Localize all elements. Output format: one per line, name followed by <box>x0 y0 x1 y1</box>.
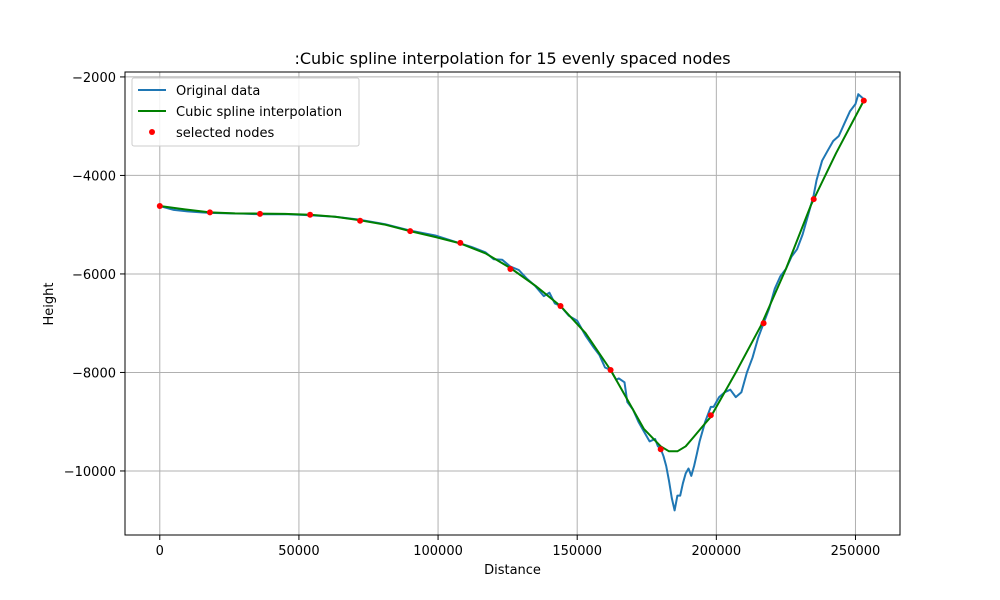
plot-frame <box>124 71 901 536</box>
y-tick-label: −2000 <box>72 71 116 86</box>
legend-label-original-data: Original data <box>176 84 260 99</box>
node-point <box>156 203 163 209</box>
x-tick-label: 250000 <box>831 544 881 559</box>
plot-area <box>124 71 901 536</box>
node-point <box>357 217 364 224</box>
node-point <box>507 266 514 272</box>
node-point <box>206 209 213 216</box>
node-point <box>760 320 767 327</box>
node-point <box>607 367 614 373</box>
x-tick-label: 200000 <box>692 544 742 559</box>
node-point <box>860 97 867 104</box>
legend-label-cubic-spline: Cubic spline interpolation <box>176 105 342 120</box>
x-tick-label: 100000 <box>413 544 463 559</box>
x-tick-label: 0 <box>156 544 164 559</box>
series-line-cubic-spline-interpolation <box>159 100 865 453</box>
y-tick-label: −8000 <box>72 366 116 381</box>
x-axis-title: Distance <box>484 563 541 578</box>
node-point <box>707 412 714 419</box>
x-tick-label: 50000 <box>278 544 319 559</box>
node-point <box>407 228 414 235</box>
node-point <box>657 446 664 453</box>
y-tick-label: −6000 <box>72 268 116 283</box>
x-tick-label: 150000 <box>552 544 602 559</box>
node-point <box>457 239 464 246</box>
grid <box>125 72 900 535</box>
legend-label-selected-nodes: selected nodes <box>176 126 274 141</box>
node-point <box>307 211 314 218</box>
y-axis: −10000 −8000 −6000 −4000 −2000 <box>64 71 125 480</box>
y-tick-label: −10000 <box>64 465 116 480</box>
data-layer <box>156 93 867 512</box>
y-axis-title: Height <box>42 283 57 326</box>
node-point <box>257 210 263 217</box>
legend: Original data Cubic spline interpolation… <box>131 77 360 147</box>
x-axis: 0 50000 100000 150000 200000 250000 <box>156 535 881 559</box>
legend-swatch-selected-nodes <box>149 129 155 135</box>
node-point <box>557 303 564 309</box>
legend-box <box>131 77 360 147</box>
node-point <box>810 196 817 203</box>
chart-title: :Cubic spline interpolation for 15 evenl… <box>294 49 730 68</box>
y-tick-label: −4000 <box>72 169 116 184</box>
